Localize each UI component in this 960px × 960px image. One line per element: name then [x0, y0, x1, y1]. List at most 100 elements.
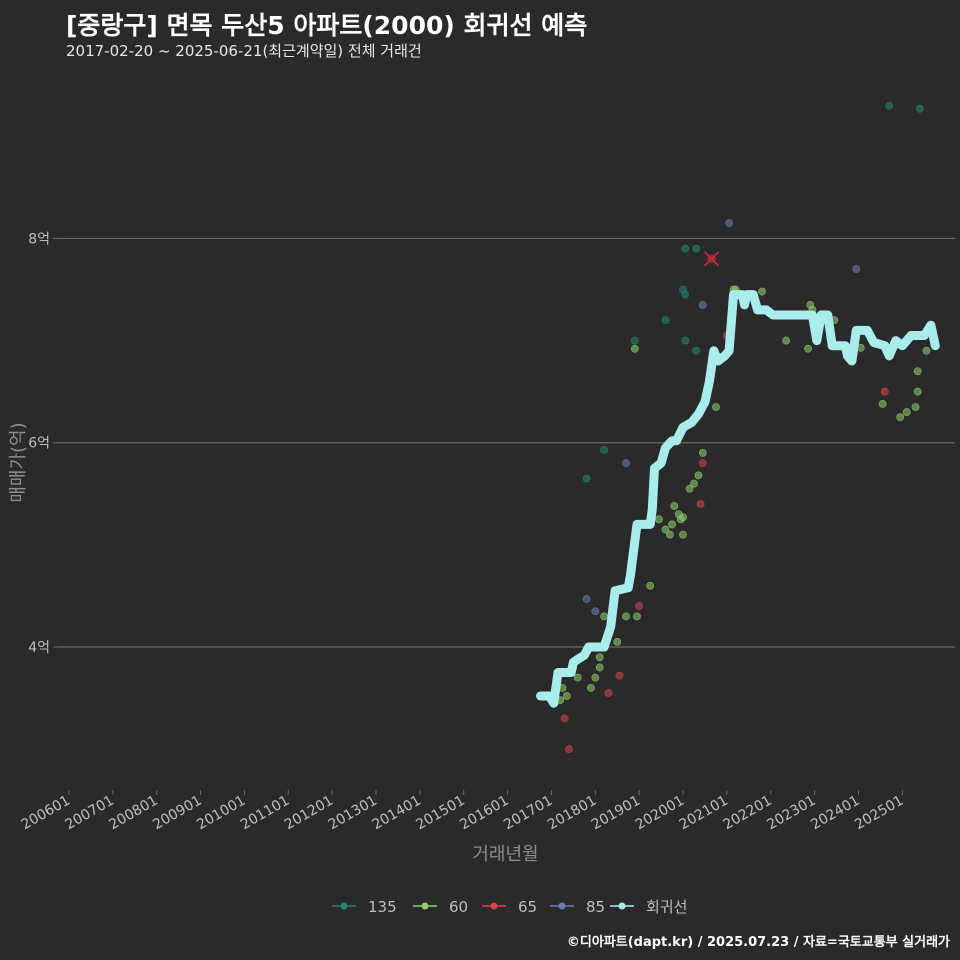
x-tick-label: 201801: [545, 793, 599, 834]
legend-key-dot: [490, 902, 498, 910]
data-point-135: [600, 445, 608, 454]
data-point-135: [681, 290, 690, 299]
x-tick-label: 201601: [457, 793, 511, 834]
data-point-65: [560, 714, 569, 723]
data-point-135: [582, 474, 591, 483]
x-tick-label: 201201: [282, 793, 336, 834]
x-tick-label: 201501: [413, 793, 467, 834]
data-point-135: [681, 336, 690, 345]
x-tick-label: 201001: [194, 793, 248, 834]
data-point-65: [696, 500, 705, 508]
data-point-60: [913, 387, 922, 396]
data-point-60: [573, 673, 582, 682]
y-tick-label: 6억: [28, 436, 50, 452]
data-point-135: [885, 101, 894, 110]
data-point-60: [668, 520, 676, 529]
legend-label: 65: [518, 898, 537, 916]
data-point-60: [911, 403, 920, 411]
x-tick-label: 201301: [326, 793, 380, 834]
regression-layer: [536, 290, 940, 708]
data-point-60: [591, 673, 600, 682]
data-point-135: [692, 244, 701, 253]
data-point-65: [635, 602, 644, 611]
data-point-135: [630, 336, 639, 345]
data-point-60: [595, 653, 604, 662]
data-point-60: [878, 399, 887, 408]
data-point-60: [622, 612, 630, 621]
data-point-60: [595, 663, 604, 672]
x-tick-label: 201401: [370, 793, 424, 834]
legend-key-dot: [421, 902, 429, 910]
y-tick-label: 4억: [28, 640, 50, 656]
x-tick-label: 202101: [677, 793, 731, 834]
data-point-65: [604, 689, 613, 697]
data-point-60: [600, 612, 608, 621]
data-point-65: [698, 459, 707, 468]
data-point-65: [615, 671, 624, 680]
data-point-60: [758, 287, 766, 296]
axis-layer: 4억 6억 8억 2006012007012008012009012010012011…: [8, 231, 906, 865]
legend-key-dot: [558, 902, 566, 910]
data-point-60: [633, 612, 641, 621]
x-tick-label: 202301: [764, 793, 818, 834]
grid-layer: [53, 237, 955, 648]
x-tick-label: 200601: [19, 793, 73, 834]
data-point-60: [646, 581, 655, 590]
data-point-85: [852, 265, 861, 273]
data-point-135: [692, 346, 701, 355]
legend: 135 60 65 85 회귀선: [332, 898, 687, 916]
data-point-135: [661, 316, 670, 325]
x-tick-label: 202201: [720, 793, 774, 834]
data-point-65: [565, 745, 573, 754]
legend-key-dot: [340, 902, 348, 910]
x-tick-label: 202001: [633, 793, 687, 834]
data-point-135: [916, 104, 924, 113]
data-point-60: [782, 336, 791, 345]
y-axis-title: 매매가(억): [8, 422, 29, 502]
legend-label: 60: [449, 898, 468, 916]
legend-label: 135: [368, 898, 397, 916]
x-tick-label: 200701: [63, 793, 117, 834]
chart-title: [중랑구] 면목 두산5 아파트(2000) 회귀선 예측: [66, 11, 588, 40]
data-point-60: [665, 530, 674, 539]
y-tick-label: 8억: [28, 231, 50, 247]
x-tick-label: 201101: [238, 793, 292, 834]
data-point-60: [661, 525, 670, 534]
data-point-60: [804, 344, 812, 353]
data-point-60: [913, 367, 922, 376]
data-point-60: [562, 692, 571, 700]
data-point-60: [922, 346, 931, 355]
data-point-85: [725, 219, 734, 228]
regression-line: [536, 290, 940, 708]
data-point-65: [880, 387, 889, 396]
data-point-60: [896, 413, 905, 422]
data-point-60: [613, 637, 622, 646]
x-axis-title: 거래년월: [472, 844, 538, 865]
x-tick-label: 200801: [106, 793, 160, 834]
data-point-85: [698, 300, 707, 309]
data-point-60: [685, 484, 694, 493]
data-point-60: [587, 683, 595, 692]
x-tick-label: 202401: [808, 793, 862, 834]
data-point-60: [902, 408, 911, 416]
legend-label: 회귀선: [646, 898, 687, 916]
data-point-85: [622, 459, 630, 468]
x-tick-label: 201901: [589, 793, 643, 834]
data-point-60: [698, 449, 707, 457]
data-point-60: [694, 471, 703, 480]
chart-subtitle: 2017-02-20 ~ 2025-06-21(최근계약일) 전체 거래건: [66, 42, 422, 60]
data-point-85: [582, 595, 591, 603]
data-point-60: [690, 479, 698, 488]
source-caption: ©디아파트(dapt.kr) / 2025.07.23 / 자료=국토교통부 실…: [566, 935, 950, 950]
data-point-60: [712, 403, 720, 411]
x-tick-label: 201701: [501, 793, 555, 834]
data-point-135: [681, 244, 690, 253]
data-point-60: [670, 502, 679, 510]
data-point-85: [591, 607, 600, 616]
data-point-60: [679, 513, 687, 522]
legend-label: 85: [586, 898, 605, 916]
legend-key-dot: [618, 902, 626, 910]
data-point-60: [679, 530, 687, 539]
data-point-60: [655, 515, 663, 524]
